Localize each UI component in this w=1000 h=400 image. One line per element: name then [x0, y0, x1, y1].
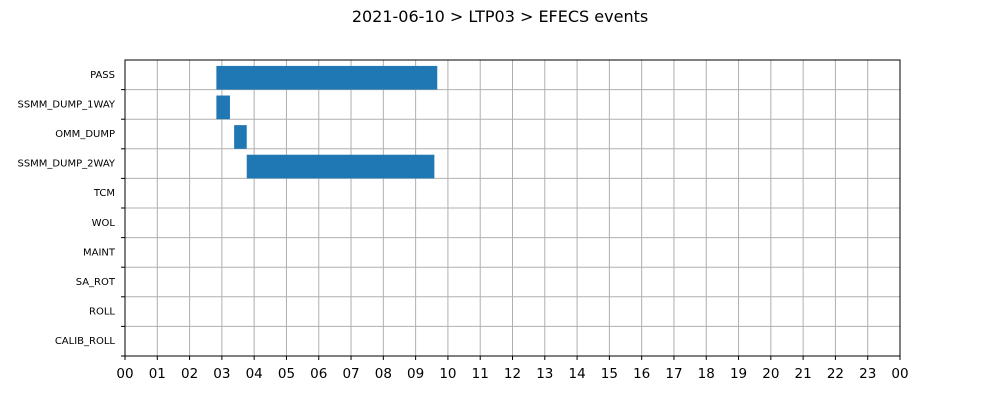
grid-layer	[124, 60, 901, 357]
x-tick-label: 02	[181, 366, 198, 382]
y-tick-label: SSMM_DUMP_1WAY	[17, 99, 115, 110]
x-tick-label: 00	[891, 366, 908, 382]
y-tick-label: CALIB_ROLL	[55, 336, 116, 347]
x-tick-label: 13	[536, 366, 553, 382]
x-tick-label: 21	[795, 366, 812, 382]
event-bar-ssmm_dump_1way	[216, 95, 230, 120]
y-tick-label: ROLL	[89, 307, 115, 318]
event-bar-omm_dump	[234, 125, 247, 149]
x-tick-label: 07	[342, 366, 359, 382]
ticks-layer	[121, 89, 901, 360]
x-tick-label: 11	[472, 366, 489, 382]
x-tick-label: 17	[665, 366, 682, 382]
x-tick-labels: 00 01 02 03 04 05 06 07 08 09 10 11 12 13 14 15 16 17 18 19…	[116, 366, 908, 382]
y-tick-label: MAINT	[83, 247, 116, 258]
y-tick-labels: PASS SSMM_DUMP_1WAY OMM_DUMP SSMM_DUMP_2WAY…	[17, 70, 115, 347]
event-bar-pass	[216, 65, 438, 90]
x-tick-label: 01	[149, 366, 166, 382]
y-tick-label: SSMM_DUMP_2WAY	[17, 159, 115, 170]
y-tick-label: TCM	[93, 188, 115, 199]
x-tick-label: 22	[827, 366, 844, 382]
x-tick-label: 18	[698, 366, 715, 382]
chart-title: 2021-06-10 > LTP03 > EFECS events	[352, 7, 648, 26]
bars-layer	[216, 65, 438, 179]
y-tick-label: WOL	[92, 218, 116, 229]
y-tick-label: PASS	[90, 70, 115, 81]
x-tick-label: 09	[407, 366, 424, 382]
x-tick-label: 15	[601, 366, 618, 382]
x-tick-label: 19	[730, 366, 747, 382]
event-bar-ssmm_dump_2way	[246, 154, 435, 179]
x-tick-label: 10	[439, 366, 456, 382]
x-tick-label: 00	[116, 366, 133, 382]
x-tick-label: 14	[568, 366, 585, 382]
x-tick-label: 08	[375, 366, 392, 382]
y-tick-label: OMM_DUMP	[55, 129, 115, 140]
x-tick-label: 04	[246, 366, 263, 382]
x-tick-label: 12	[504, 366, 521, 382]
x-tick-label: 20	[762, 366, 779, 382]
x-tick-label: 16	[633, 366, 650, 382]
x-tick-label: 23	[859, 366, 876, 382]
x-tick-label: 03	[213, 366, 230, 382]
x-tick-label: 06	[310, 366, 327, 382]
y-tick-label: SA_ROT	[76, 277, 116, 288]
x-tick-label: 05	[278, 366, 295, 382]
